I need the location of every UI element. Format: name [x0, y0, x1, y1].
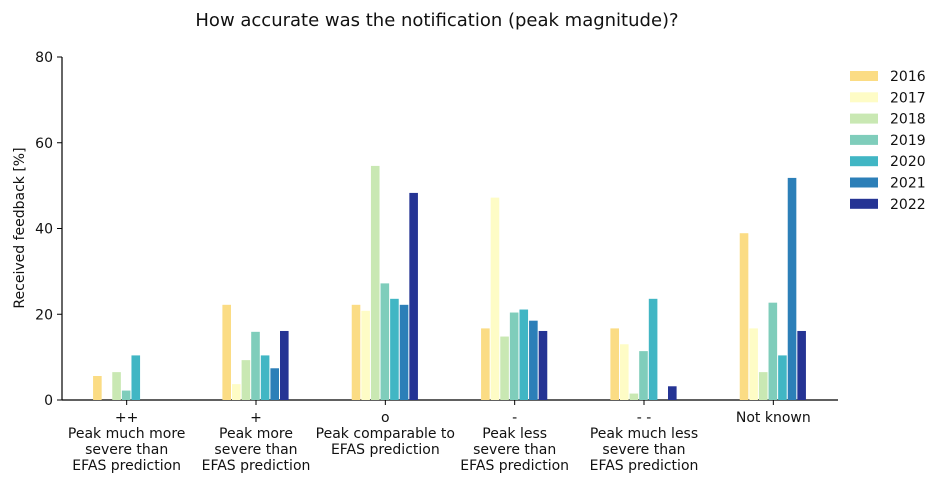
legend-label: 2018 [890, 112, 926, 128]
legend-swatch [850, 92, 878, 103]
x-tick-label: -Peak less severe than EFAS prediction [460, 410, 569, 474]
bar [490, 197, 500, 400]
bar [380, 283, 390, 400]
bar [270, 368, 279, 400]
bar [112, 372, 121, 400]
y-tick-label: 0 [44, 393, 53, 409]
bar [500, 336, 509, 400]
bar [232, 384, 241, 400]
bar [620, 344, 629, 400]
legend-label: 2020 [890, 154, 926, 170]
bar [260, 355, 270, 400]
bar [121, 390, 131, 400]
x-tick-label: ++ Peak much more severe than EFAS predicti… [68, 410, 186, 474]
legend-swatch [850, 134, 878, 145]
bar [390, 298, 399, 400]
bar [251, 331, 260, 400]
bar [758, 372, 768, 400]
bar [749, 328, 758, 400]
bar [610, 328, 619, 400]
bar [370, 165, 380, 400]
y-tick-label: 40 [35, 222, 53, 238]
y-tick-label: 60 [35, 136, 53, 152]
x-tick-label: o Peak comparable to EFAS prediction [316, 410, 455, 458]
bar [519, 309, 529, 400]
bar [509, 312, 519, 400]
legend-label: 2019 [890, 133, 926, 149]
chart-title: How accurate was the notification (peak … [195, 10, 678, 31]
y-tick-label: 80 [35, 50, 53, 66]
bar [409, 192, 418, 400]
x-tick-label: + Peak more severe than EFAS prediction [202, 410, 311, 474]
legend-label: 2017 [890, 90, 926, 106]
bar [280, 330, 289, 400]
legend-label: 2022 [890, 197, 926, 213]
bar [351, 304, 361, 400]
y-axis-label: Received feedback [%] [12, 147, 28, 308]
bar [222, 304, 231, 400]
bar [481, 328, 490, 400]
bar [668, 386, 677, 400]
bar [778, 355, 787, 400]
bar [529, 320, 538, 400]
bar [131, 355, 141, 400]
legend-swatch [850, 198, 878, 209]
bar [361, 310, 370, 400]
bar [739, 233, 749, 400]
legend-label: 2021 [890, 176, 926, 192]
x-tick-label: Not known [736, 410, 811, 426]
legend-swatch [850, 177, 878, 188]
legend-swatch [850, 113, 878, 124]
bar [639, 351, 648, 400]
legend-swatch [850, 71, 878, 81]
bar [797, 330, 806, 400]
x-tick-label: - -Peak much less severe than EFAS predict… [590, 410, 699, 474]
bar [241, 360, 251, 400]
legend-label: 2016 [890, 69, 926, 85]
bar [768, 302, 778, 400]
y-tick-label: 20 [35, 307, 53, 323]
bar [538, 330, 548, 400]
bar [93, 375, 102, 400]
bar [648, 298, 658, 400]
bar [787, 177, 797, 400]
bar [399, 304, 409, 400]
legend-swatch [850, 156, 878, 167]
bar [629, 393, 639, 400]
